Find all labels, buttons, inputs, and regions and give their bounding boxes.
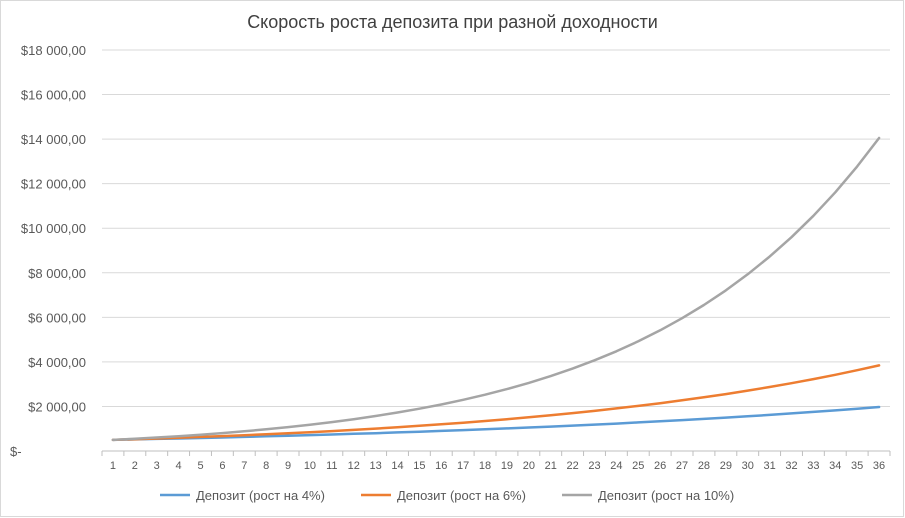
x-tick-label: 10 [304,460,316,472]
x-tick-label: 28 [698,460,710,472]
x-tick-label: 31 [763,460,775,472]
series-line-3 [111,136,881,442]
x-tick-label: 21 [545,460,557,472]
x-tick-label: 19 [501,460,513,472]
x-tick-label: 4 [176,460,182,472]
x-tick-label: 7 [241,460,247,472]
y-tick-label: $8 000,00 [28,266,86,281]
x-tick-label: 33 [807,460,819,472]
series-line-1 [111,405,881,442]
gridlines [102,49,890,452]
chart-title: Скорость роста депозита при разной доход… [247,12,658,32]
x-tick-label: 11 [326,460,337,472]
x-tick-label: 32 [785,460,797,472]
x-tick-label: 35 [851,460,863,472]
series-line-2 [111,364,881,442]
y-tick-label: $10 000,00 [21,221,86,236]
x-tick-label: 5 [197,460,203,472]
x-tick-label: 2 [132,460,138,472]
x-tick-label: 36 [873,460,885,472]
x-tick-label: 17 [457,460,469,472]
x-tick-label: 22 [566,460,578,472]
legend-label-2: Депозит (рост на 6%) [397,488,526,503]
x-tick-label: 8 [263,460,269,472]
x-tick-label: 14 [391,460,403,472]
x-tick-label: 25 [632,460,644,472]
x-tick-label: 23 [588,460,600,472]
y-tick-label: $4 000,00 [28,355,86,370]
y-tick-label: $18 000,00 [21,43,86,58]
y-tick-label: $2 000,00 [28,399,86,414]
x-tick-label: 9 [285,460,291,472]
x-tick-label: 13 [369,460,381,472]
x-tick-label: 27 [676,460,688,472]
y-tick-label: $12 000,00 [21,177,86,192]
x-tick-label: 30 [742,460,754,472]
x-tick-label: 16 [435,460,447,472]
x-tick-label: 15 [413,460,425,472]
x-tick-label: 12 [348,460,360,472]
x-tick-label: 24 [610,460,622,472]
y-tick-label: $6 000,00 [28,310,86,325]
y-tick-label: $14 000,00 [21,132,86,147]
x-tick-label: 29 [720,460,732,472]
series-lines [111,136,881,442]
legend-label-3: Депозит (рост на 10%) [598,488,734,503]
y-tick-label: $- [10,444,22,459]
x-tick-label: 18 [479,460,491,472]
axes: $- $2 000,00 $4 000,00 $6 000,00 $8 000,00 $1… [10,43,891,472]
legend: Депозит (рост на 4%) Депозит (рост на 6%)… [160,488,734,503]
x-tick-label: 1 [110,460,116,472]
legend-label-1: Депозит (рост на 4%) [196,488,325,503]
x-tick-label: 26 [654,460,666,472]
y-tick-label: $16 000,00 [21,88,86,103]
x-tick-label: 6 [219,460,225,472]
x-tick-label: 20 [523,460,535,472]
x-tick-label: 3 [154,460,160,472]
x-tick-label: 34 [829,460,841,472]
